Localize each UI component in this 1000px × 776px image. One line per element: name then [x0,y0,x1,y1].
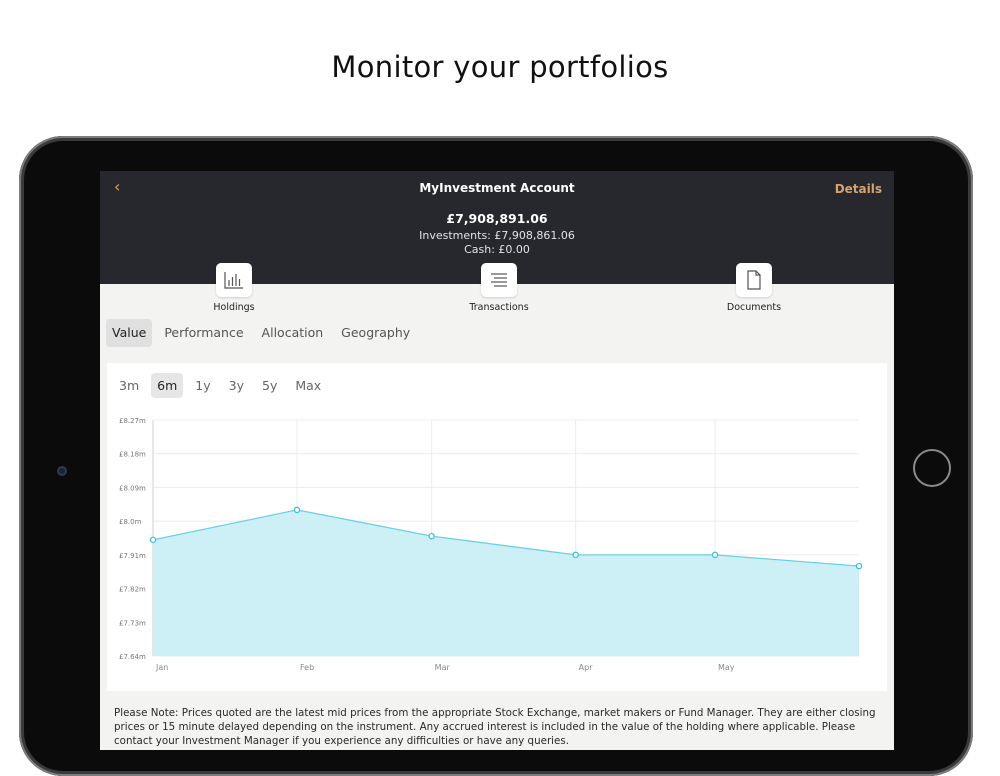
y-tick-label: £7.73m [119,619,146,627]
data-point [149,536,157,544]
range-selector: 3m 6m 1y 3y 5y Max [113,373,333,398]
documents-button[interactable]: Documents [694,263,814,313]
tab-value[interactable]: Value [106,319,153,347]
list-icon [481,263,517,297]
range-1y[interactable]: 1y [195,378,211,393]
transactions-label: Transactions [469,302,529,313]
range-3m[interactable]: 3m [119,378,140,393]
bar-chart-icon [216,263,252,297]
x-tick-label: Feb [300,663,314,672]
data-point [293,506,301,514]
documents-label: Documents [726,302,782,313]
data-point [711,551,719,559]
range-6m[interactable]: 6m [151,373,184,398]
range-max[interactable]: Max [295,378,322,393]
y-tick-label: £8.0m [119,518,142,526]
view-tabs: Value Performance Allocation Geography [106,319,422,347]
x-tick-label: Apr [579,663,594,672]
tab-performance[interactable]: Performance [164,325,244,340]
data-point [855,562,863,570]
data-point [428,532,435,540]
page-headline: Monitor your portfolios [331,50,669,84]
investments-value: Investments: £7,908,861.06 [419,229,575,242]
y-tick-label: £7.64m [119,653,146,661]
data-point [572,551,579,559]
chart-card: 3m 6m 1y 3y 5y Max £8.27m £8.18m £8.09m £8.… [107,363,887,691]
total-value: £7,908,891.06 [446,211,548,226]
x-tick-label: Mar [435,663,451,672]
value-chart: £8.27m £8.18m £8.09m £8.0m £7.91m £7.82m £7.73… [119,417,863,672]
y-tick-label: £8.09m [119,484,146,492]
account-title: MyInvestment Account [419,181,575,195]
home-button[interactable] [913,449,951,487]
details-button[interactable]: Details [834,182,882,196]
holdings-label: Holdings [213,302,255,313]
tab-allocation[interactable]: Allocation [261,325,324,340]
x-tick-label: May [718,663,735,672]
document-icon [736,263,772,297]
app-screen: ‹ MyInvestment Account Details £7,908,89… [100,171,894,750]
tab-geography[interactable]: Geography [341,325,411,340]
series-area [153,509,859,656]
holdings-button[interactable]: Holdings [174,263,294,313]
price-note: Please Note: Prices quoted are the lates… [114,707,876,748]
chevron-left-icon[interactable]: ‹ [114,177,121,196]
x-tick-label: Jan [155,663,168,672]
series-line [152,509,860,567]
y-tick-label: £7.91m [119,552,146,560]
camera-icon [57,466,67,476]
range-5y[interactable]: 5y [262,378,278,393]
y-tick-label: £8.18m [119,451,146,459]
y-tick-label: £7.82m [119,586,146,594]
cash-value: Cash: £0.00 [464,243,530,256]
range-3y[interactable]: 3y [228,378,244,393]
y-tick-label: £8.27m [119,417,146,425]
transactions-button[interactable]: Transactions [439,263,559,313]
